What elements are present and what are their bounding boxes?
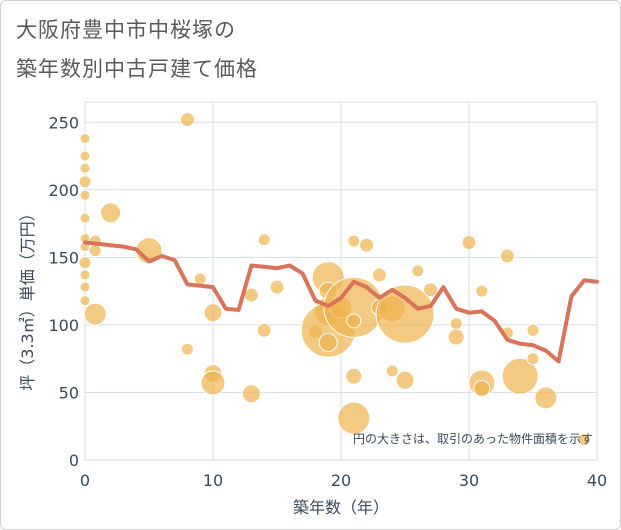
data-bubble [359,237,375,253]
data-bubble [179,112,195,128]
data-bubble [375,284,435,344]
data-bubble [79,189,91,201]
y-axis-label: 坪（3.3㎡）単価（万円） [18,205,37,390]
data-bubble [337,401,371,435]
data-bubble [534,386,558,410]
data-bubble [411,264,425,278]
data-bubble [526,323,540,337]
data-bubble [499,248,515,264]
data-bubble [257,233,271,247]
data-bubble [79,162,91,174]
data-bubble [501,357,539,395]
y-tick-label: 200 [48,181,79,200]
x-tick-label: 20 [331,471,351,490]
data-bubble [78,256,92,270]
data-bubble [346,313,362,329]
data-bubble [385,364,399,378]
x-axis-label: 築年数（年） [293,498,389,517]
data-bubble [347,234,361,248]
data-bubble [318,332,338,352]
data-bubble [79,295,91,307]
x-tick-label: 0 [80,471,90,490]
x-tick-label: 10 [203,471,223,490]
data-bubble [241,384,261,404]
data-bubble [461,234,477,250]
data-bubble [203,303,223,323]
data-bubble [243,287,259,303]
data-bubble [423,282,439,298]
data-bubble [395,370,415,390]
data-bubble [193,272,207,286]
data-bubble [79,281,91,293]
tick-labels: 0 10 20 30 40 0 50 100 150 200 250 [48,113,607,490]
data-bubble [83,302,107,326]
average-line-layer [83,240,599,364]
y-tick-label: 150 [48,248,79,267]
data-bubble [79,132,91,144]
data-bubble [180,342,194,356]
data-bubble [577,433,591,447]
y-tick-label: 0 [69,451,79,470]
data-bubble [475,284,489,298]
chart-title-line2: 築年数別中古戸建て価格 [16,57,258,81]
y-tick-label: 50 [59,383,79,402]
data-bubble [79,150,91,162]
x-tick-label: 40 [587,471,607,490]
y-tick-label: 100 [48,316,79,335]
data-bubble [100,202,122,224]
chart-title-line1: 大阪府豊中市中桜塚の [16,18,236,42]
data-bubble [526,352,540,366]
data-bubble [449,317,463,331]
data-bubble [269,279,285,295]
size-note: 円の大きさは、取引のあった物件面積を示す [353,431,593,446]
data-bubble [79,212,91,224]
data-bubble [345,367,363,385]
data-bubble [473,379,491,397]
average-price-line [83,240,599,364]
data-bubble [256,322,272,338]
data-bubble [200,370,226,396]
data-bubble [447,328,465,346]
data-bubble [371,267,387,283]
y-tick-label: 250 [48,113,79,132]
data-bubble [78,175,92,189]
data-bubble [79,269,91,281]
data-bubble [88,244,102,258]
x-tick-label: 30 [459,471,479,490]
bubble-layer [78,112,591,447]
